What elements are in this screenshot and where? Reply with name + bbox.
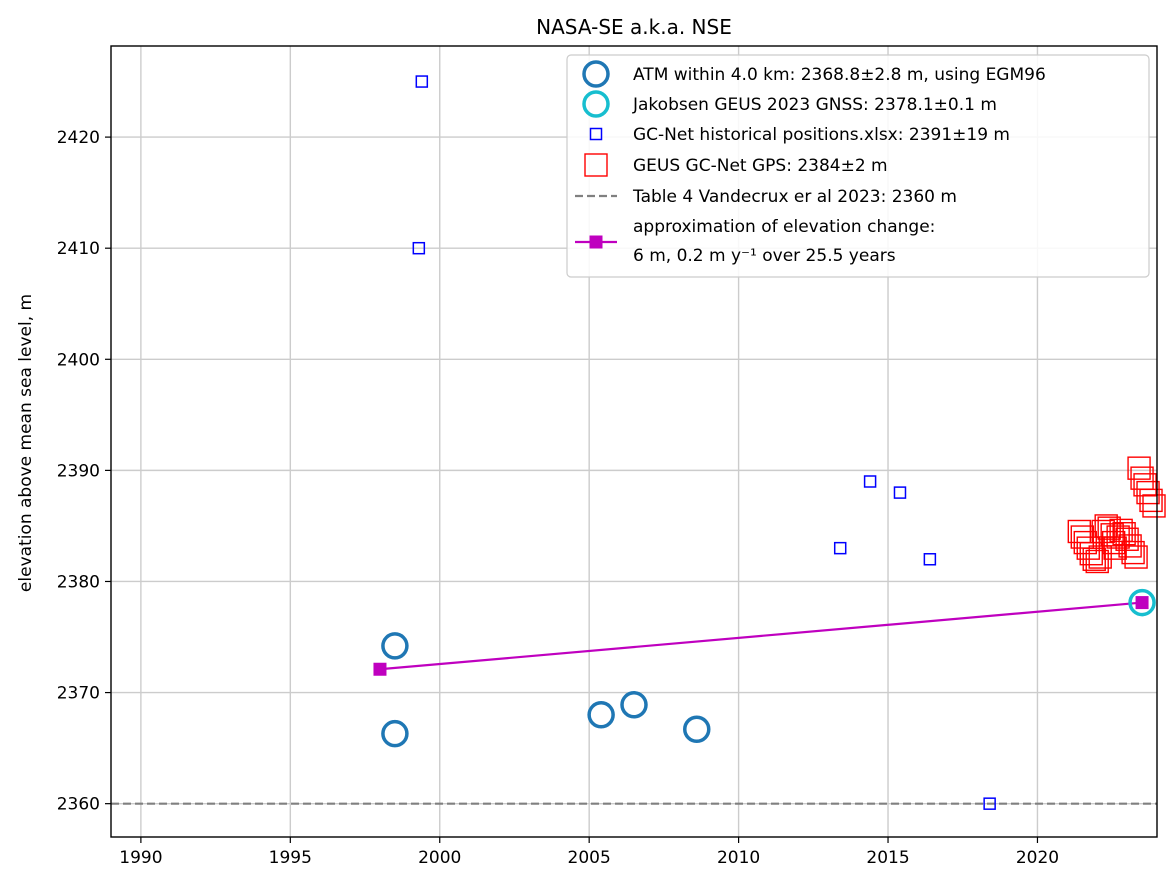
legend-box [566,54,1150,278]
trend-endpoint [373,662,387,676]
geus-point [1124,545,1148,569]
x-tick-label: 1995 [269,848,312,868]
geus-point [1142,494,1166,518]
y-tick-label: 2380 [57,572,100,592]
x-tick-label: 2015 [866,848,909,868]
series-layer [381,75,1166,810]
series-geus [1067,456,1166,574]
atm-point [587,701,615,729]
trend-endpoint [1135,596,1149,610]
y-tick-label: 2400 [57,350,100,370]
y-tick-label: 2390 [57,461,100,481]
y-tick-label: 2370 [57,684,100,704]
geus-point [1136,480,1160,505]
trend-line-layer [373,596,1149,676]
x-tick-label: 2005 [568,848,611,868]
x-tick-label: 2020 [1016,848,1059,868]
historical-point [923,553,937,566]
legend-label: 6 m, 0.2 m y⁻¹ over 25.5 years [633,246,896,266]
y-tick-label: 2420 [57,128,100,148]
legend-label: Table 4 Vandecrux er al 2023: 2360 m [632,187,957,207]
trend-line [379,601,1143,671]
x-tick-label: 2010 [717,848,760,868]
legend-trend-marker [589,235,603,249]
series-jakobsen [1128,588,1156,617]
tick-layer: 1990 1995 2000 2005 2010 2015 2020 2360 2370 2380… [57,128,1059,868]
atm-point [683,715,711,743]
chart-title: NASA-SE a.k.a. NSE [536,15,732,39]
series-historical [412,75,996,810]
atm-point [381,632,409,660]
x-tick-label: 2000 [418,848,461,868]
historical-point [833,541,847,555]
geus-point [1085,549,1109,574]
historical-point [412,241,426,255]
geus-point [1133,473,1157,497]
geus-point [1088,545,1112,569]
geus-point [1109,518,1133,543]
legend-label: GEUS GC-Net GPS: 2384±2 m [633,156,888,176]
geus-point [1106,525,1130,549]
legend-jakobsen-marker [582,90,610,118]
series-atm [381,632,711,748]
legend: ATM within 4.0 km: 2368.8±2.8 m, using E… [566,54,1150,278]
jakobsen-point [1128,588,1156,617]
historical-point [893,486,907,499]
legend-atm-marker [582,60,610,88]
historical-point [983,797,996,810]
historical-point [863,475,877,488]
atm-point [381,719,409,748]
geus-point [1112,522,1136,546]
plot-frame [110,45,1158,838]
geus-point [1139,488,1163,513]
x-tick-label: 1990 [119,848,162,868]
legend-label: Jakobsen GEUS 2023 GNSS: 2378.1±0.1 m [632,95,997,115]
y-tick-label: 2410 [57,239,100,259]
y-axis-title: elevation above mean sea level, m [16,294,36,592]
legend-label: approximation of elevation change: [633,217,935,237]
y-tick-label: 2360 [57,795,100,815]
geus-point [1121,540,1145,565]
geus-point [1115,527,1139,551]
legend-historical-marker [589,127,603,141]
historical-point [415,75,429,88]
atm-point [620,691,648,719]
legend-label: ATM within 4.0 km: 2368.8±2.8 m, using E… [633,65,1046,85]
legend-geus-marker [584,153,608,177]
legend-label: GC-Net historical positions.xlsx: 2391±1… [633,125,1010,145]
geus-point [1127,456,1151,480]
